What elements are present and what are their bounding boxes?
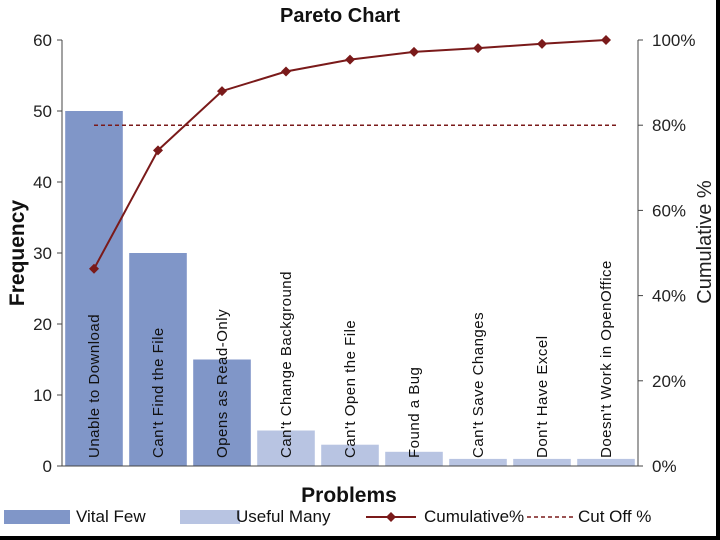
cumulative-point-2 xyxy=(217,86,227,97)
y2-tick-label-5: 100% xyxy=(652,31,695,50)
cumulative-point-7 xyxy=(537,38,547,49)
bar-useful-many-5 xyxy=(385,451,443,466)
y-tick-label-0: 0 xyxy=(43,457,52,476)
cumulative-point-5 xyxy=(409,46,419,57)
category-label-5: Found a Bug xyxy=(406,367,423,458)
bar-vital-few-2 xyxy=(193,359,251,466)
bar-useful-many-8 xyxy=(577,458,635,466)
cumulative-point-8 xyxy=(601,35,611,45)
category-label-0: Unable to Download xyxy=(86,314,103,458)
cumulative-point-3 xyxy=(281,66,291,77)
cumulative-point-1 xyxy=(153,145,163,156)
category-label-4: Can't Open the File xyxy=(342,320,359,458)
bar-vital-few-1 xyxy=(129,253,187,466)
cumulative-point-0 xyxy=(89,263,99,274)
category-label-8: Doesn't Work in OpenOffice xyxy=(598,260,615,458)
y-tick-label-2: 20 xyxy=(33,315,52,334)
category-label-7: Don't Have Excel xyxy=(534,335,551,458)
y2-tick-label-3: 60% xyxy=(652,201,686,220)
y-tick-label-1: 10 xyxy=(33,386,52,405)
bar-useful-many-7 xyxy=(513,458,571,466)
legend-label-2: Cumulative% xyxy=(424,507,524,526)
y-tick-label-5: 50 xyxy=(33,102,52,121)
bars-layer xyxy=(65,111,635,466)
y2-tick-label-0: 0% xyxy=(652,457,677,476)
legend-swatch-1 xyxy=(180,510,240,524)
y-axis-label: Frequency xyxy=(6,200,29,307)
category-label-3: Can't Change Background xyxy=(278,271,295,458)
legend-label-3: Cut Off % xyxy=(578,507,651,526)
legend: Vital Few Useful Many Cumulative% Cut Off % xyxy=(4,507,651,526)
bar-useful-many-6 xyxy=(449,458,507,466)
cumulative-point-4 xyxy=(345,54,355,65)
y-tick-label-3: 30 xyxy=(33,244,52,263)
bar-useful-many-4 xyxy=(321,444,379,466)
chart-title: Pareto Chart xyxy=(280,5,400,27)
y2-axis-label: Cumulative % xyxy=(694,180,716,304)
legend-swatch-0 xyxy=(4,510,70,524)
category-label-6: Can't Save Changes xyxy=(470,312,487,458)
category-label-1: Can't Find the File xyxy=(150,327,167,458)
bar-useful-many-3 xyxy=(257,430,315,466)
bar-vital-few-0 xyxy=(65,111,123,466)
category-labels: Unable to Download Can't Find the File Ope… xyxy=(86,260,615,458)
y-tick-label-4: 40 xyxy=(33,173,52,192)
category-label-2: Opens as Read-Only xyxy=(214,309,231,458)
legend-label-0: Vital Few xyxy=(76,507,146,526)
legend-marker-2 xyxy=(386,512,396,522)
y2-tick-label-4: 80% xyxy=(652,116,686,135)
cumulative-line xyxy=(93,39,607,270)
legend-label-1: Useful Many xyxy=(236,507,331,526)
line-layer xyxy=(89,35,616,274)
y2-tick-label-2: 40% xyxy=(652,287,686,306)
y-tick-label-6: 60 xyxy=(33,31,52,50)
axes-layer: 0 10 20 30 40 50 60 0% 20% 40% 60% 80% 100% xyxy=(33,31,695,476)
y2-tick-label-1: 20% xyxy=(652,372,686,391)
x-axis-label: Problems xyxy=(301,484,397,507)
cumulative-point-6 xyxy=(473,43,483,54)
